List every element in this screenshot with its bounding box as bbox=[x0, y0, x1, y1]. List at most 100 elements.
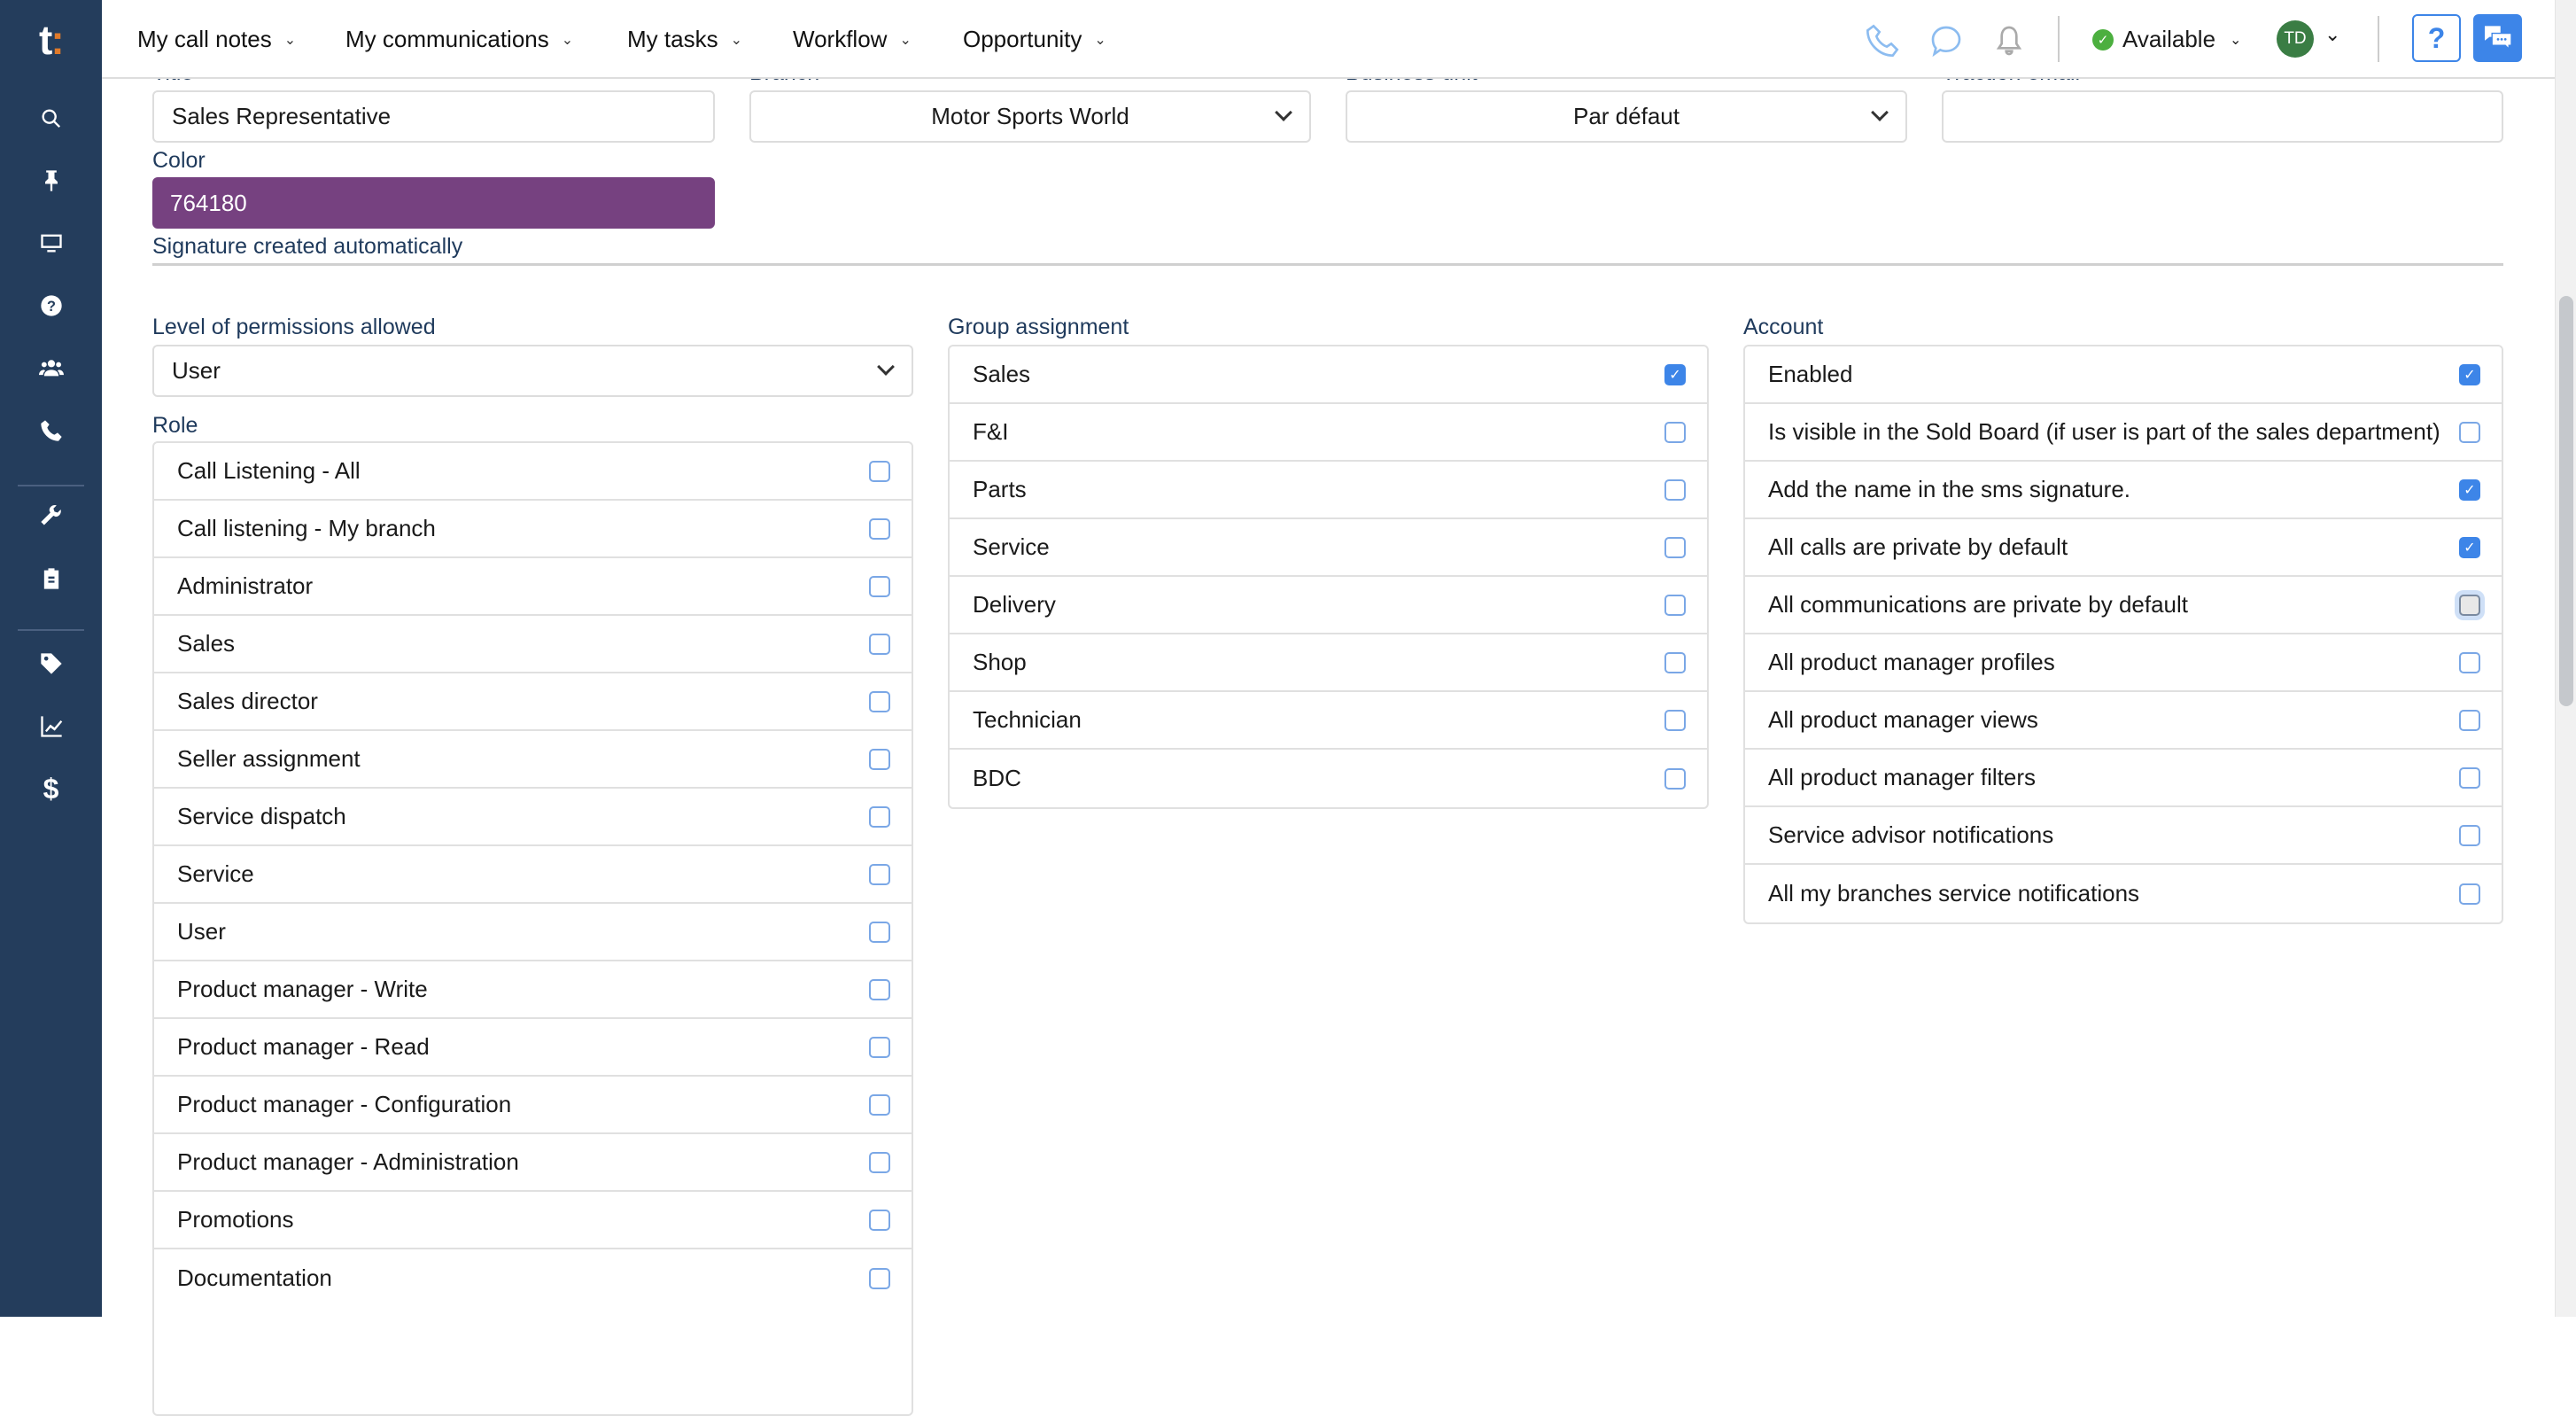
list-item[interactable]: BDC bbox=[950, 750, 1707, 807]
checkbox[interactable] bbox=[1664, 767, 1686, 790]
checkbox[interactable] bbox=[2459, 594, 2480, 616]
list-item[interactable]: All my branches service notifications bbox=[1745, 865, 2502, 922]
list-item[interactable]: Sales director bbox=[154, 673, 912, 731]
list-item[interactable]: Technician bbox=[950, 692, 1707, 750]
list-item[interactable]: Parts bbox=[950, 462, 1707, 519]
checkbox[interactable] bbox=[869, 1036, 890, 1058]
checkbox[interactable] bbox=[869, 921, 890, 943]
avatar-chevron-down-icon[interactable]: ⌄ bbox=[2324, 23, 2341, 45]
list-item[interactable]: Promotions bbox=[154, 1192, 912, 1249]
checkbox[interactable] bbox=[869, 460, 890, 482]
avatar[interactable]: TD bbox=[2277, 20, 2314, 58]
checkbox[interactable] bbox=[1664, 594, 1686, 616]
list-item[interactable]: Delivery bbox=[950, 577, 1707, 634]
checkbox[interactable] bbox=[1664, 421, 1686, 443]
checkbox[interactable] bbox=[2459, 709, 2480, 731]
help-circle-icon[interactable]: ? bbox=[0, 288, 102, 323]
list-item[interactable]: Call Listening - All bbox=[154, 443, 912, 501]
list-item[interactable]: Product manager - Administration bbox=[154, 1134, 912, 1192]
wrench-icon[interactable] bbox=[0, 498, 102, 533]
list-item[interactable]: Service bbox=[154, 846, 912, 904]
checkbox[interactable] bbox=[869, 690, 890, 712]
checkbox[interactable]: ✓ bbox=[2459, 363, 2480, 385]
list-item[interactable]: Is visible in the Sold Board (if user is… bbox=[1745, 404, 2502, 462]
checkbox[interactable] bbox=[1664, 478, 1686, 501]
list-item[interactable]: Seller assignment bbox=[154, 731, 912, 789]
list-item[interactable]: Product manager - Write bbox=[154, 961, 912, 1019]
list-item[interactable]: User bbox=[154, 904, 912, 961]
list-item[interactable]: Service advisor notifications bbox=[1745, 807, 2502, 865]
nav-my-call-notes[interactable]: My call notes ⌄ bbox=[137, 26, 297, 52]
checkbox[interactable]: ✓ bbox=[2459, 478, 2480, 501]
checkbox[interactable] bbox=[869, 633, 890, 655]
traction-email-input[interactable] bbox=[1942, 90, 2503, 143]
logo[interactable]: t: bbox=[39, 17, 65, 63]
list-item[interactable]: Call listening - My branch bbox=[154, 501, 912, 558]
list-item[interactable]: Service dispatch bbox=[154, 789, 912, 846]
checkbox[interactable] bbox=[2459, 883, 2480, 905]
nav-opportunity[interactable]: Opportunity ⌄ bbox=[963, 26, 1106, 52]
chat-button[interactable] bbox=[2473, 14, 2522, 62]
list-item[interactable]: F&I bbox=[950, 404, 1707, 462]
checkbox[interactable] bbox=[869, 575, 890, 597]
help-button[interactable]: ? bbox=[2412, 14, 2461, 62]
checkbox[interactable] bbox=[869, 748, 890, 770]
list-item[interactable]: Sales ✓ bbox=[950, 346, 1707, 404]
list-item[interactable]: Add the name in the sms signature. ✓ bbox=[1745, 462, 2502, 519]
checkbox[interactable] bbox=[869, 1151, 890, 1173]
list-item[interactable]: All product manager filters bbox=[1745, 750, 2502, 807]
chart-line-icon[interactable] bbox=[0, 709, 102, 744]
scrollbar-thumb[interactable] bbox=[2559, 296, 2573, 706]
list-item[interactable]: All communications are private by defaul… bbox=[1745, 577, 2502, 634]
business-unit-select[interactable]: Par défaut bbox=[1346, 90, 1907, 143]
nav-my-tasks[interactable]: My tasks ⌄ bbox=[627, 26, 742, 52]
dollar-icon[interactable]: $ bbox=[43, 772, 59, 805]
list-item[interactable]: All product manager views bbox=[1745, 692, 2502, 750]
clipboard-icon[interactable] bbox=[0, 561, 102, 596]
permissions-select[interactable]: User bbox=[152, 345, 913, 397]
bell-icon[interactable] bbox=[1991, 23, 2027, 58]
list-item[interactable]: Enabled ✓ bbox=[1745, 346, 2502, 404]
list-item-label: Sales bbox=[973, 361, 1031, 387]
list-item[interactable]: All calls are private by default ✓ bbox=[1745, 519, 2502, 577]
nav-my-communications[interactable]: My communications ⌄ bbox=[345, 26, 574, 52]
checkbox[interactable] bbox=[1664, 709, 1686, 731]
list-item[interactable]: Administrator bbox=[154, 558, 912, 616]
search-icon[interactable] bbox=[0, 101, 102, 136]
checkbox[interactable] bbox=[2459, 651, 2480, 673]
monitor-icon[interactable] bbox=[0, 225, 102, 261]
list-item[interactable]: Product manager - Configuration bbox=[154, 1077, 912, 1134]
checkbox[interactable] bbox=[869, 863, 890, 885]
list-item[interactable]: Documentation bbox=[154, 1249, 912, 1307]
color-input[interactable]: 764180 bbox=[152, 177, 715, 229]
checkbox[interactable] bbox=[869, 1267, 890, 1289]
pin-icon[interactable] bbox=[0, 163, 102, 198]
status-dropdown[interactable]: ✓ Available ⌄ bbox=[2092, 0, 2241, 79]
chat-bubble-icon[interactable] bbox=[1928, 23, 1964, 58]
checkbox[interactable] bbox=[869, 1209, 890, 1231]
checkbox[interactable] bbox=[869, 805, 890, 828]
checkbox[interactable] bbox=[869, 517, 890, 540]
checkbox[interactable] bbox=[1664, 651, 1686, 673]
list-item[interactable]: Service bbox=[950, 519, 1707, 577]
tag-icon[interactable] bbox=[0, 646, 102, 681]
phone-icon[interactable] bbox=[0, 413, 102, 448]
list-item[interactable]: All product manager profiles bbox=[1745, 634, 2502, 692]
checkbox[interactable]: ✓ bbox=[2459, 536, 2480, 558]
title-input[interactable]: Sales Representative bbox=[152, 90, 715, 143]
list-item[interactable]: Sales bbox=[154, 616, 912, 673]
list-item[interactable]: Shop bbox=[950, 634, 1707, 692]
checkbox[interactable] bbox=[2459, 421, 2480, 443]
list-item[interactable]: Product manager - Read bbox=[154, 1019, 912, 1077]
checkbox[interactable] bbox=[1664, 536, 1686, 558]
checkbox[interactable]: ✓ bbox=[1664, 363, 1686, 385]
branch-select[interactable]: Motor Sports World bbox=[749, 90, 1311, 143]
phone-icon[interactable] bbox=[1865, 23, 1900, 58]
checkbox[interactable] bbox=[2459, 824, 2480, 846]
users-icon[interactable] bbox=[0, 350, 102, 385]
checkbox[interactable] bbox=[2459, 766, 2480, 789]
scrollbar[interactable] bbox=[2555, 0, 2576, 1317]
checkbox[interactable] bbox=[869, 1093, 890, 1116]
checkbox[interactable] bbox=[869, 978, 890, 1000]
nav-workflow[interactable]: Workflow ⌄ bbox=[793, 26, 912, 52]
